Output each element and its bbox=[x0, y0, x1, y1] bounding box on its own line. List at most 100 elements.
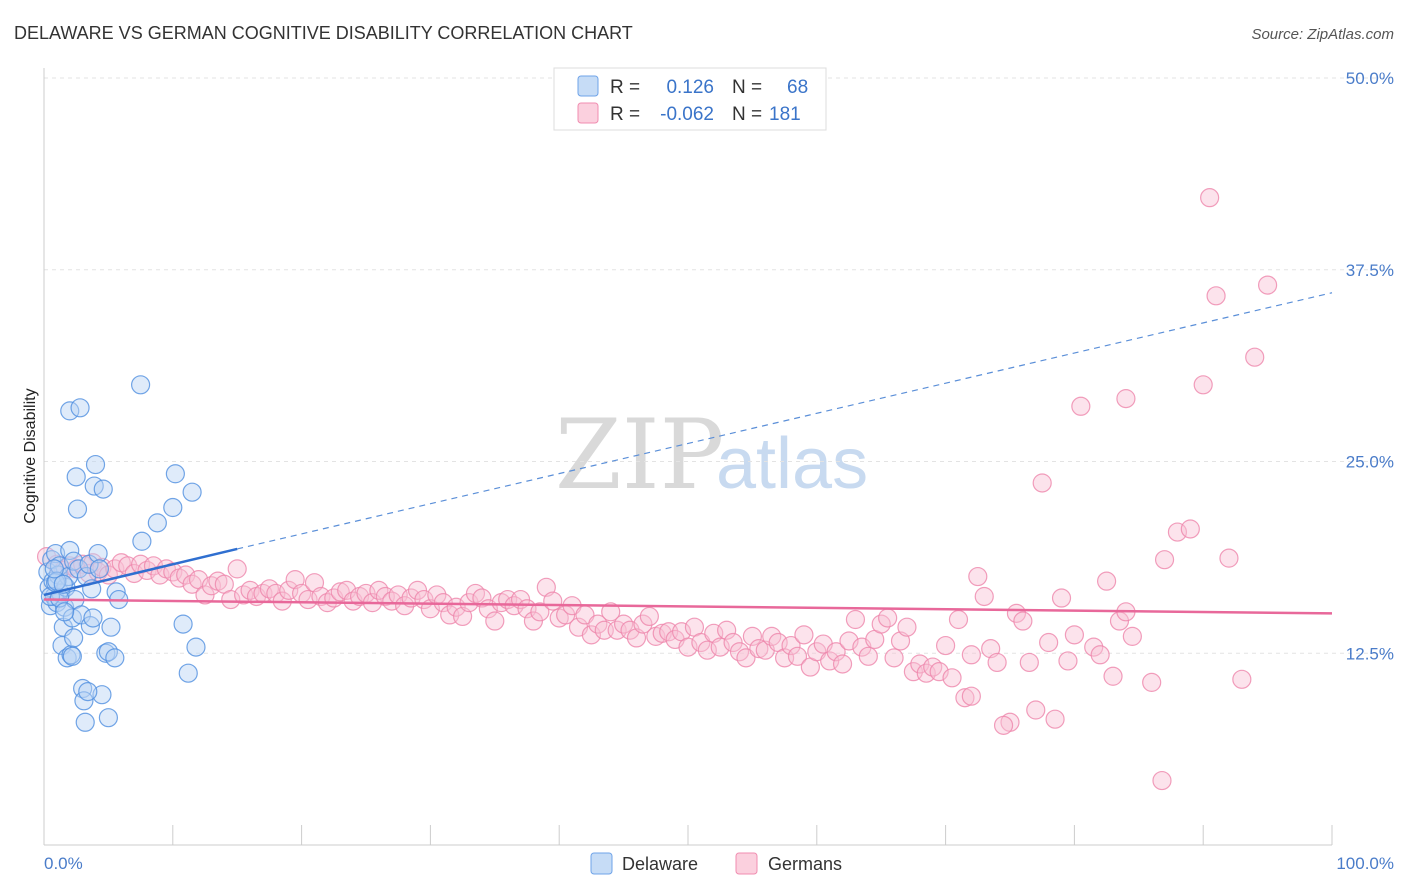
data-point bbox=[186, 637, 206, 657]
legend-swatch-germans bbox=[577, 102, 599, 124]
data-point bbox=[1193, 375, 1213, 395]
data-point bbox=[961, 686, 981, 706]
data-point bbox=[858, 646, 878, 666]
data-point bbox=[1064, 625, 1085, 645]
chart-title: DELAWARE VS GERMAN COGNITIVE DISABILITY … bbox=[14, 23, 633, 43]
y-tick-label: 37.5% bbox=[1346, 261, 1394, 280]
data-point bbox=[749, 639, 769, 659]
data-point bbox=[794, 625, 814, 645]
data-point bbox=[955, 688, 975, 708]
x-axis-ticks bbox=[43, 825, 1333, 845]
data-point bbox=[878, 608, 898, 628]
data-point bbox=[101, 617, 121, 637]
data-point bbox=[1116, 389, 1136, 409]
data-point bbox=[993, 715, 1014, 735]
data-point bbox=[472, 588, 492, 608]
data-point bbox=[974, 586, 994, 607]
data-point bbox=[678, 637, 698, 657]
data-point bbox=[395, 596, 415, 616]
data-point bbox=[73, 678, 93, 699]
data-point bbox=[330, 582, 350, 602]
bottom-legend-swatch-germans bbox=[735, 852, 758, 875]
data-point bbox=[66, 467, 86, 487]
data-point bbox=[1257, 275, 1278, 295]
data-point bbox=[105, 648, 125, 668]
data-point bbox=[1200, 188, 1220, 208]
x-tick-label-max: 100.0% bbox=[1336, 854, 1394, 873]
data-point bbox=[173, 614, 193, 634]
data-point bbox=[717, 620, 737, 640]
data-point bbox=[132, 531, 152, 551]
data-point bbox=[691, 632, 711, 653]
data-point bbox=[1013, 611, 1033, 631]
data-point bbox=[581, 625, 602, 645]
data-point bbox=[98, 708, 119, 728]
data-point bbox=[1019, 652, 1039, 673]
data-point bbox=[1058, 651, 1078, 671]
data-point bbox=[884, 648, 904, 668]
data-point bbox=[987, 652, 1007, 673]
correlation-legend: R = 0.126 N = 68 R = -0.062 N = 181 bbox=[553, 67, 827, 131]
data-point bbox=[44, 559, 64, 579]
data-point bbox=[1045, 709, 1065, 729]
data-point bbox=[131, 375, 151, 395]
data-point bbox=[55, 602, 75, 622]
data-point bbox=[1032, 473, 1052, 493]
data-point bbox=[78, 681, 98, 702]
data-point bbox=[710, 637, 730, 657]
data-point bbox=[1039, 632, 1059, 653]
data-point bbox=[787, 646, 808, 666]
data-point bbox=[69, 559, 89, 579]
data-point bbox=[845, 609, 866, 630]
data-point bbox=[1122, 626, 1142, 646]
data-point bbox=[75, 712, 95, 732]
data-point bbox=[948, 609, 969, 630]
data-point bbox=[543, 591, 563, 611]
data-point bbox=[67, 499, 88, 519]
data-point bbox=[530, 602, 550, 622]
data-point bbox=[70, 398, 90, 418]
data-point bbox=[1219, 548, 1239, 568]
legend-r-label-delaware: R = bbox=[610, 77, 640, 98]
data-point bbox=[1142, 672, 1162, 692]
data-point bbox=[62, 646, 82, 666]
data-point bbox=[1180, 519, 1200, 539]
data-point bbox=[1096, 571, 1117, 591]
data-point bbox=[961, 645, 981, 665]
bottom-legend-germans: Germans bbox=[768, 854, 842, 874]
data-point bbox=[736, 648, 756, 668]
data-point bbox=[93, 479, 113, 499]
data-point bbox=[61, 645, 81, 665]
data-point bbox=[633, 614, 653, 634]
data-point bbox=[45, 543, 66, 564]
data-point bbox=[1103, 666, 1123, 686]
data-point bbox=[221, 589, 241, 610]
y-axis-label: Cognitive Disability bbox=[22, 388, 39, 523]
legend-r-value-germans: -0.062 bbox=[660, 104, 714, 125]
legend-n-label-delaware: N = bbox=[732, 77, 762, 98]
data-point bbox=[163, 497, 183, 518]
data-point bbox=[85, 454, 106, 475]
data-point bbox=[60, 540, 80, 561]
data-point bbox=[92, 685, 112, 705]
series-legend: Delaware Germans bbox=[590, 852, 842, 875]
data-point bbox=[1051, 588, 1072, 608]
data-point bbox=[1071, 396, 1091, 416]
data-point bbox=[897, 617, 917, 637]
y-tick-label: 25.0% bbox=[1346, 453, 1394, 472]
data-point bbox=[55, 597, 75, 617]
watermark-atlas: atlas bbox=[716, 424, 868, 504]
y-tick-label: 50.0% bbox=[1346, 69, 1394, 88]
delaware-points bbox=[38, 375, 206, 732]
data-point bbox=[147, 513, 167, 533]
data-point bbox=[1152, 770, 1172, 791]
legend-swatch-delaware bbox=[577, 75, 599, 97]
data-point bbox=[1245, 347, 1265, 367]
legend-box bbox=[553, 67, 827, 131]
y-tick-label: 12.5% bbox=[1346, 644, 1394, 663]
legend-n-value-delaware: 68 bbox=[787, 77, 808, 98]
data-point bbox=[935, 635, 956, 656]
delaware-trend-extension bbox=[237, 292, 1333, 550]
bottom-legend-delaware: Delaware bbox=[622, 854, 698, 874]
